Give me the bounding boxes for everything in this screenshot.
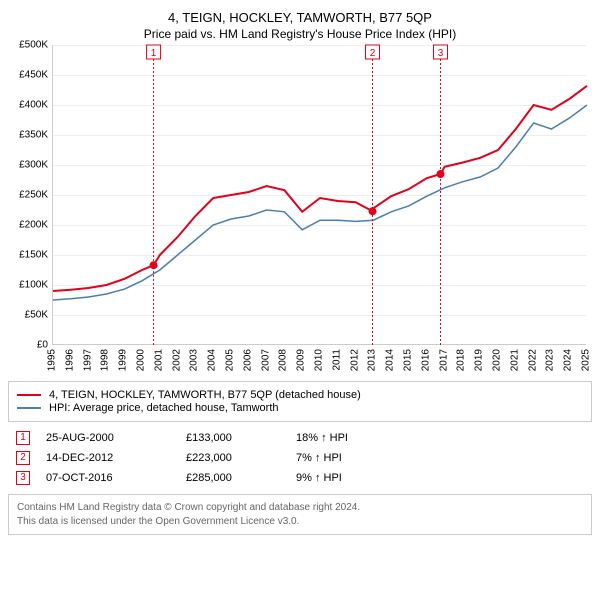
legend-row: 4, TEIGN, HOCKLEY, TAMWORTH, B77 5QP (de…	[17, 389, 583, 401]
event-diff: 18% ↑ HPI	[296, 432, 592, 444]
x-tick-label: 2011	[331, 349, 342, 371]
marker-number: 3	[438, 48, 444, 59]
event-number: 1	[16, 431, 30, 445]
y-tick-label: £100K	[19, 280, 48, 291]
legend-label: 4, TEIGN, HOCKLEY, TAMWORTH, B77 5QP (de…	[49, 389, 361, 401]
x-tick-label: 1996	[64, 349, 75, 371]
series-line	[53, 86, 587, 291]
legend: 4, TEIGN, HOCKLEY, TAMWORTH, B77 5QP (de…	[8, 381, 592, 422]
event-number: 2	[16, 451, 30, 465]
y-tick-label: £350K	[19, 130, 48, 141]
footer-line-2: This data is licensed under the Open Gov…	[17, 515, 583, 529]
x-tick-label: 2006	[242, 349, 253, 371]
x-axis: 1995199619971998199920002001200220032004…	[52, 345, 586, 375]
y-tick-label: £300K	[19, 160, 48, 171]
event-date: 07-OCT-2016	[46, 472, 186, 484]
x-tick-label: 2018	[456, 349, 467, 371]
event-price: £285,000	[186, 472, 296, 484]
y-tick-label: £250K	[19, 190, 48, 201]
x-tick-label: 1998	[100, 349, 111, 371]
x-tick-label: 1997	[82, 349, 93, 371]
chart-title: 4, TEIGN, HOCKLEY, TAMWORTH, B77 5QP	[8, 10, 592, 25]
x-tick-label: 2001	[153, 349, 164, 371]
y-tick-label: £150K	[19, 250, 48, 261]
event-price: £133,000	[186, 432, 296, 444]
x-tick-label: 1995	[47, 349, 58, 371]
event-row: 2 14-DEC-2012£223,0007% ↑ HPI	[8, 448, 592, 468]
marker-dot	[150, 261, 158, 269]
footer-note: Contains HM Land Registry data © Crown c…	[8, 494, 592, 535]
y-tick-label: £500K	[19, 40, 48, 51]
event-row: 3 07-OCT-2016£285,0009% ↑ HPI	[8, 468, 592, 488]
event-number: 3	[16, 471, 30, 485]
y-tick-label: £450K	[19, 70, 48, 81]
x-tick-label: 2025	[581, 349, 592, 371]
y-axis: £0£50K£100K£150K£200K£250K£300K£350K£400…	[8, 45, 52, 345]
x-tick-label: 2013	[367, 349, 378, 371]
event-diff: 7% ↑ HPI	[296, 452, 592, 464]
marker-number: 2	[370, 48, 376, 59]
x-tick-label: 1999	[118, 349, 129, 371]
x-tick-label: 2024	[563, 349, 574, 371]
x-tick-label: 2015	[403, 349, 414, 371]
event-date: 25-AUG-2000	[46, 432, 186, 444]
x-tick-label: 2014	[385, 349, 396, 371]
x-tick-label: 2002	[171, 349, 182, 371]
x-tick-label: 2005	[225, 349, 236, 371]
legend-row: HPI: Average price, detached house, Tamw…	[17, 402, 583, 414]
marker-dot	[437, 170, 445, 178]
x-tick-label: 2007	[260, 349, 271, 371]
chart-area: £0£50K£100K£150K£200K£250K£300K£350K£400…	[8, 45, 592, 375]
x-tick-label: 2023	[545, 349, 556, 371]
marker-number: 1	[151, 48, 157, 59]
x-tick-label: 2020	[492, 349, 503, 371]
x-tick-label: 2022	[527, 349, 538, 371]
x-tick-label: 2008	[278, 349, 289, 371]
x-tick-label: 2000	[136, 349, 147, 371]
x-tick-label: 2017	[438, 349, 449, 371]
x-tick-label: 2004	[207, 349, 218, 371]
x-tick-label: 2016	[420, 349, 431, 371]
chart-subtitle: Price paid vs. HM Land Registry's House …	[8, 27, 592, 41]
chart-container: 4, TEIGN, HOCKLEY, TAMWORTH, B77 5QP Pri…	[0, 0, 600, 590]
legend-label: HPI: Average price, detached house, Tamw…	[49, 402, 279, 414]
x-tick-label: 2019	[474, 349, 485, 371]
marker-dot	[369, 207, 377, 215]
y-tick-label: £400K	[19, 100, 48, 111]
footer-line-1: Contains HM Land Registry data © Crown c…	[17, 501, 583, 515]
legend-swatch	[17, 394, 41, 396]
series-line	[53, 105, 587, 300]
y-tick-label: £50K	[25, 310, 48, 321]
event-row: 1 25-AUG-2000£133,00018% ↑ HPI	[8, 428, 592, 448]
x-tick-label: 2012	[349, 349, 360, 371]
event-date: 14-DEC-2012	[46, 452, 186, 464]
plot-area: 1 2 3	[52, 45, 586, 345]
x-tick-label: 2009	[296, 349, 307, 371]
legend-swatch	[17, 407, 41, 409]
event-price: £223,000	[186, 452, 296, 464]
chart-svg: 1 2 3	[53, 45, 586, 344]
x-tick-label: 2003	[189, 349, 200, 371]
event-diff: 9% ↑ HPI	[296, 472, 592, 484]
events-table: 1 25-AUG-2000£133,00018% ↑ HPI 2 14-DEC-201…	[8, 428, 592, 488]
x-tick-label: 2021	[509, 349, 520, 371]
y-tick-label: £200K	[19, 220, 48, 231]
x-tick-label: 2010	[314, 349, 325, 371]
